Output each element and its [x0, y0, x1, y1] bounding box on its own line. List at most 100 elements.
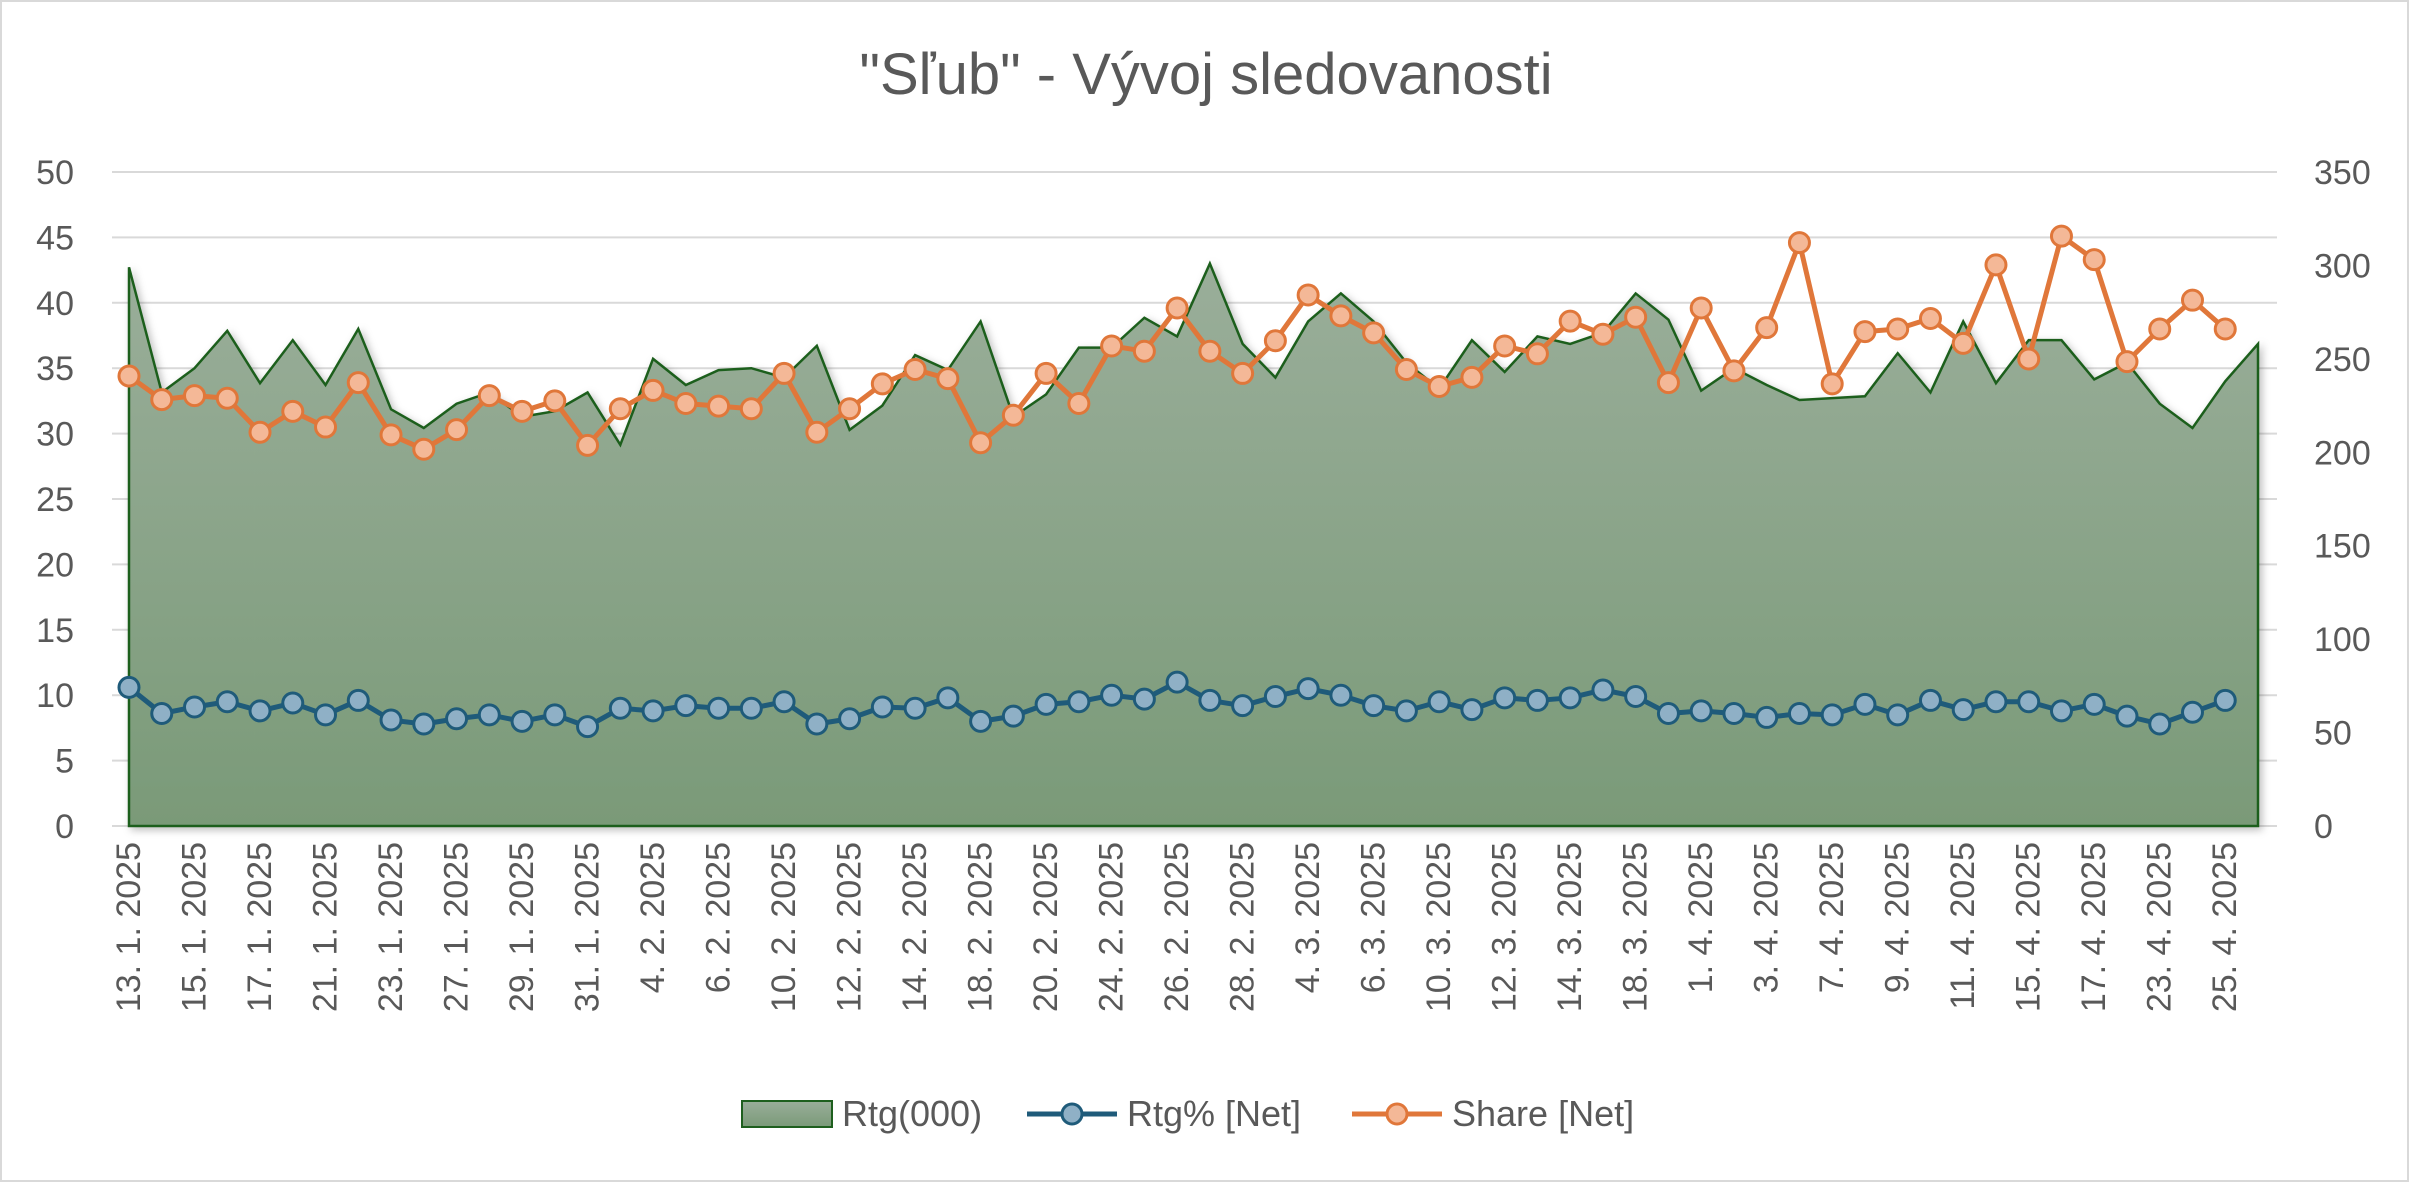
x-tick-label: 21. 1. 2025	[307, 842, 345, 1012]
data-point	[2180, 700, 2204, 724]
data-point	[1853, 692, 1877, 716]
data-point	[2049, 224, 2073, 248]
x-tick-label: 7. 4. 2025	[1813, 842, 1851, 993]
x-tick-label: 1. 4. 2025	[1682, 842, 1720, 993]
data-point	[1460, 698, 1484, 722]
x-tick-label: 3. 4. 2025	[1748, 842, 1786, 993]
data-point	[2213, 317, 2237, 341]
data-point	[1132, 687, 1156, 711]
x-tick-label: 10. 3. 2025	[1420, 842, 1458, 1012]
data-point	[1820, 372, 1844, 396]
data-point	[412, 712, 436, 736]
data-point	[543, 389, 567, 413]
data-point	[1362, 694, 1386, 718]
x-tick-label: 20. 2. 2025	[1027, 842, 1065, 1012]
x-tick-label: 14. 2. 2025	[896, 842, 934, 1012]
data-point	[215, 690, 239, 714]
x-tick-label: 26. 2. 2025	[1158, 842, 1196, 1012]
data-point	[1296, 677, 1320, 701]
data-point	[1755, 705, 1779, 729]
data-point	[674, 694, 698, 718]
x-axis-ticks: 13. 1. 2025 15. 1. 2025 17. 1. 2025 21. 1. …	[110, 842, 2244, 1012]
right-tick-label: 250	[2314, 341, 2371, 379]
x-tick-label: 27. 1. 2025	[438, 842, 476, 1012]
data-point	[1722, 359, 1746, 383]
data-point	[936, 367, 960, 391]
data-point	[1984, 253, 2008, 277]
data-point	[1198, 339, 1222, 363]
left-tick-label: 50	[36, 154, 74, 192]
data-point	[1362, 321, 1386, 345]
legend-item: Rtg% [Net]	[1027, 1093, 1301, 1134]
rtg-net-series	[117, 670, 2237, 739]
right-tick-label: 0	[2314, 808, 2333, 846]
data-point	[739, 696, 763, 720]
data-point	[838, 397, 862, 421]
data-point	[739, 397, 763, 421]
data-point	[2017, 690, 2041, 714]
left-tick-label: 40	[36, 285, 74, 323]
data-point	[150, 702, 174, 726]
data-point	[707, 394, 731, 418]
data-point	[1624, 685, 1648, 709]
data-point	[805, 712, 829, 736]
data-point	[1165, 296, 1189, 320]
data-point	[903, 696, 927, 720]
legend-swatch-marker	[1385, 1102, 1409, 1126]
x-tick-label: 9. 4. 2025	[1879, 842, 1917, 993]
data-point	[1132, 339, 1156, 363]
data-point	[1460, 365, 1484, 389]
data-point	[1263, 329, 1287, 353]
data-point	[314, 703, 338, 727]
data-point	[870, 695, 894, 719]
data-point	[183, 384, 207, 408]
data-point	[281, 399, 305, 423]
data-point	[1263, 685, 1287, 709]
data-point	[2017, 347, 2041, 371]
legend-item: Share [Net]	[1352, 1093, 1634, 1134]
data-point	[1886, 317, 1910, 341]
legend-label: Rtg(000)	[842, 1093, 982, 1134]
data-point	[608, 696, 632, 720]
left-tick-label: 30	[36, 416, 74, 454]
data-point	[969, 709, 993, 733]
data-point	[248, 420, 272, 444]
data-point	[248, 699, 272, 723]
data-point	[445, 707, 469, 731]
data-point	[1034, 361, 1058, 385]
data-point	[1067, 690, 1091, 714]
data-point	[1918, 688, 1942, 712]
data-point	[1001, 704, 1025, 728]
data-point	[346, 688, 370, 712]
data-point	[1591, 322, 1615, 346]
x-tick-label: 28. 2. 2025	[1224, 842, 1262, 1012]
right-tick-label: 200	[2314, 434, 2371, 472]
x-tick-label: 23. 4. 2025	[2141, 842, 2179, 1012]
data-point	[1329, 304, 1353, 328]
right-axis-ticks: 0 50 100 150 200 250 300 350	[2314, 154, 2371, 846]
data-point	[117, 364, 141, 388]
share-net-series	[117, 224, 2237, 461]
data-point	[576, 433, 600, 457]
x-tick-label: 18. 2. 2025	[962, 842, 1000, 1012]
data-point	[1165, 670, 1189, 694]
data-point	[707, 696, 731, 720]
data-point	[1198, 688, 1222, 712]
data-point	[510, 399, 534, 423]
data-point	[903, 358, 927, 382]
data-point	[1001, 403, 1025, 427]
data-point	[936, 686, 960, 710]
legend: Rtg(000) Rtg% [Net] Share [Net]	[741, 1093, 1634, 1134]
data-point	[1493, 686, 1517, 710]
data-point	[2148, 712, 2172, 736]
data-point	[183, 695, 207, 719]
chart-title: "Sľub" - Vývoj sledovanosti	[859, 42, 1552, 107]
data-point	[1296, 283, 1320, 307]
x-tick-label: 15. 1. 2025	[176, 842, 214, 1012]
data-point	[1525, 342, 1549, 366]
data-point	[805, 420, 829, 444]
x-tick-label: 14. 3. 2025	[1551, 842, 1589, 1012]
data-point	[346, 371, 370, 395]
data-point	[1853, 320, 1877, 344]
data-point	[1231, 694, 1255, 718]
